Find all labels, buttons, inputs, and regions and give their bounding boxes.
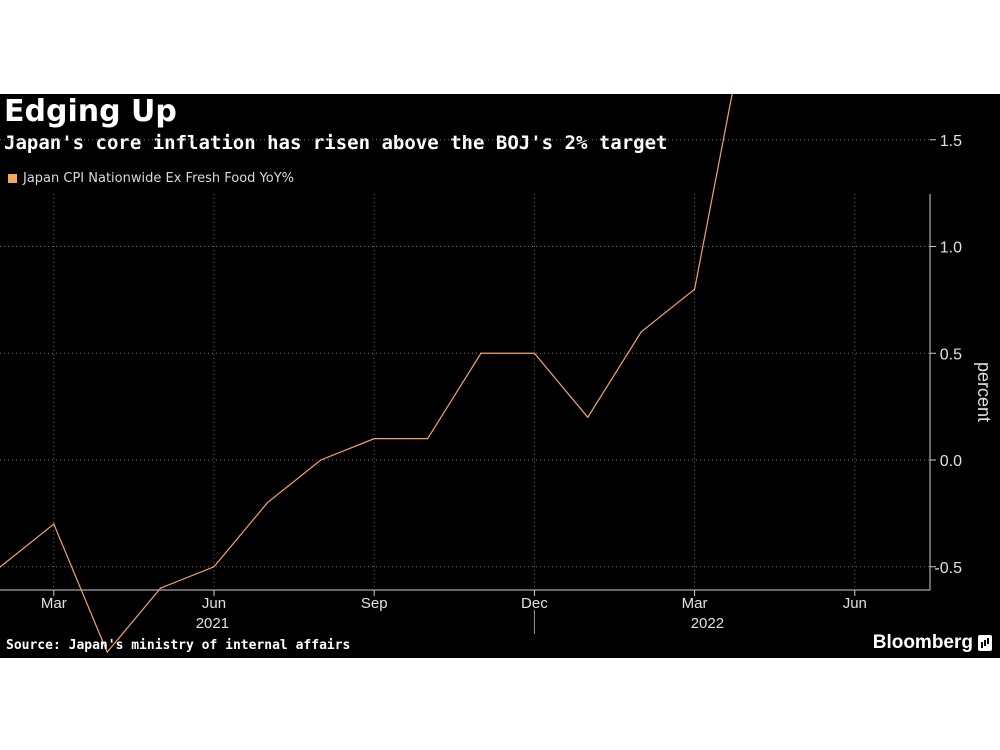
brand-name: Bloomberg: [872, 632, 973, 653]
y-tick-label: 0.0: [940, 453, 962, 470]
y-tick-label: -0.5: [934, 560, 962, 577]
y-axis-title: percent: [974, 362, 994, 422]
chart-subtitle: Japan's core inflation has risen above t…: [4, 132, 668, 154]
data-point: [533, 352, 536, 354]
data-point: [213, 566, 215, 568]
bloomberg-logo: Bloomberg: [873, 632, 992, 654]
data-point: [373, 438, 375, 440]
data-point: [0, 566, 1, 568]
chart-title: Edging Up: [4, 94, 177, 129]
x-group-label: 2021: [196, 615, 229, 632]
y-tick-label: 0.5: [940, 346, 962, 363]
data-point: [427, 438, 429, 440]
x-tick-label: Mar: [682, 595, 708, 612]
y-tick-label: 1.0: [940, 240, 962, 257]
line-chart: MarJunSepDecMarJun202120222.01.51.00.50.…: [0, 94, 994, 654]
y-tick-label: 1.5: [940, 133, 962, 150]
bloomberg-chart-icon: [978, 635, 992, 651]
legend-label: Japan CPI Nationwide Ex Fresh Food YoY%: [23, 171, 295, 186]
data-point: [53, 523, 55, 525]
data-point: [480, 352, 482, 354]
data-point: [694, 288, 696, 290]
data-point: [106, 651, 108, 653]
series-line: [0, 94, 733, 654]
data-point: [640, 331, 642, 333]
chart-card: Edging Up Japan's core inflation has ris…: [0, 94, 1000, 658]
source-note: Source: Japan's ministry of internal aff…: [6, 638, 351, 653]
legend-swatch: [8, 174, 17, 183]
x-tick-label: Mar: [41, 595, 67, 612]
data-point: [320, 459, 322, 461]
data-point: [266, 502, 268, 504]
data-point: [160, 587, 162, 589]
data-point: [587, 416, 589, 418]
legend: Japan CPI Nationwide Ex Fresh Food YoY%: [8, 171, 294, 186]
x-tick-label: Dec: [521, 595, 548, 612]
x-tick-label: Jun: [843, 595, 867, 612]
x-tick-label: Jun: [202, 595, 226, 612]
x-tick-label: Sep: [361, 595, 388, 612]
x-group-label: 2022: [691, 615, 724, 632]
